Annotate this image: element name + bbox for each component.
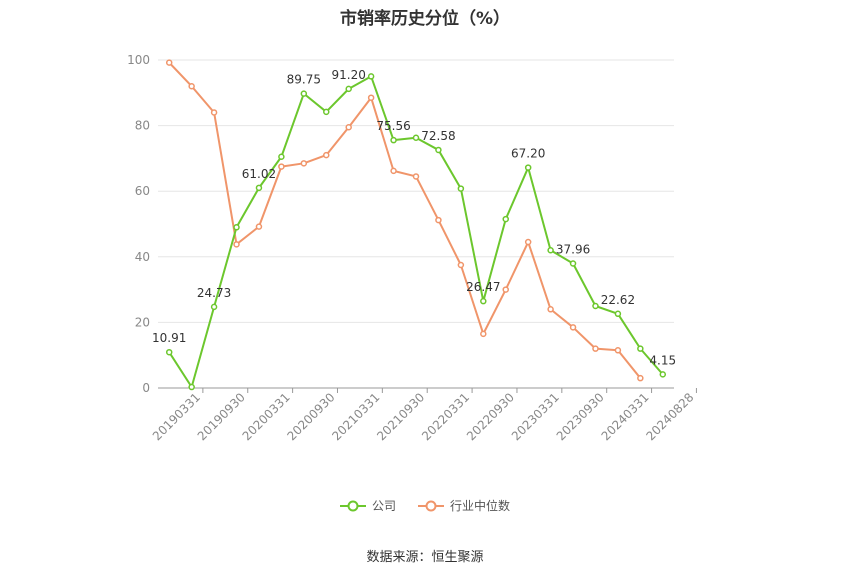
data-label: 61.02 <box>242 167 276 181</box>
data-point-industry-median <box>233 241 240 248</box>
x-tick-label: 20200331 <box>240 390 293 443</box>
data-label: 72.58 <box>421 129 455 143</box>
series-line-industry-median <box>168 61 642 379</box>
series-line-company <box>168 75 664 389</box>
data-point-industry-median <box>188 82 195 90</box>
data-point-industry-median <box>614 347 622 354</box>
data-point-company <box>524 164 532 171</box>
data-point-industry-median <box>300 160 308 167</box>
data-label: 67.20 <box>511 147 545 161</box>
data-label: 10.91 <box>152 331 186 345</box>
x-tick-label: 20220930 <box>464 390 517 443</box>
data-point-industry-median <box>255 223 263 230</box>
x-tick-label: 20230331 <box>509 390 562 443</box>
data-point-company <box>480 297 487 305</box>
data-point-industry-median <box>345 123 352 131</box>
y-tick-label: 80 <box>135 119 150 133</box>
data-point-industry-median <box>390 167 397 175</box>
data-point-company <box>278 153 285 161</box>
y-tick-label: 20 <box>135 315 150 329</box>
data-point-industry-median <box>637 374 644 382</box>
data-point-company <box>300 90 308 97</box>
data-point-company <box>367 73 375 80</box>
data-point-industry-median <box>323 151 330 159</box>
data-point-company <box>345 85 352 93</box>
data-source: 数据来源：恒生聚源 <box>366 550 484 565</box>
data-point-industry-median <box>210 109 218 116</box>
x-tick-label: 20200930 <box>285 390 338 443</box>
data-point-company <box>255 184 263 192</box>
legend-label-company: 公司 <box>371 499 396 513</box>
data-point-company <box>188 383 195 391</box>
chart-title: 市销率历史分位（%） <box>339 9 511 29</box>
data-point-company <box>323 108 330 116</box>
data-label: 26.47 <box>466 280 500 294</box>
data-point-company <box>659 371 667 378</box>
data-point-company <box>569 260 577 267</box>
data-label: 22.62 <box>601 293 635 307</box>
x-tick-label: 20240331 <box>599 390 652 443</box>
data-label: 24.73 <box>197 286 231 300</box>
data-label: 91.20 <box>332 68 366 82</box>
legend: 公司 行业中位数 <box>0 497 850 514</box>
x-tick-label: 20210331 <box>329 390 382 443</box>
data-point-industry-median <box>480 330 487 338</box>
data-point-industry-median <box>278 163 285 170</box>
data-point-industry-median <box>524 238 532 246</box>
data-point-company <box>547 246 554 254</box>
data-point-industry-median <box>367 94 375 101</box>
legend-marker-company <box>339 500 366 511</box>
y-tick-label: 100 <box>127 53 150 67</box>
data-point-industry-median <box>502 286 509 293</box>
legend-label-industry-median: 行业中位数 <box>450 499 511 513</box>
data-point-company <box>457 185 465 192</box>
legend-marker-industry-median <box>418 500 444 511</box>
data-point-company <box>614 310 622 318</box>
y-tick-label: 0 <box>142 381 150 395</box>
data-point-industry-median <box>435 216 442 224</box>
x-tick-label: 20190331 <box>150 390 203 443</box>
data-label: 75.56 <box>376 119 410 133</box>
data-point-industry-median <box>547 306 554 313</box>
data-point-company <box>412 134 420 141</box>
data-point-company <box>210 303 218 311</box>
data-point-industry-median <box>592 345 599 352</box>
data-point-company <box>592 302 599 310</box>
x-tick-label: 20240828 <box>643 390 696 443</box>
x-tick-label: 20190930 <box>195 390 248 443</box>
data-label: 4.15 <box>649 353 676 367</box>
y-tick-label: 40 <box>135 250 150 264</box>
data-point-company <box>165 348 173 356</box>
data-label: 37.96 <box>556 242 590 256</box>
data-point-company <box>435 146 442 154</box>
data-label: 89.75 <box>287 73 321 87</box>
data-point-industry-median <box>165 59 173 66</box>
y-tick-label: 60 <box>135 184 150 198</box>
data-point-company <box>637 345 644 352</box>
x-tick-label: 20230930 <box>554 390 607 443</box>
x-tick-label: 20210930 <box>374 390 427 443</box>
x-tick-label: 20220331 <box>419 390 472 443</box>
data-point-company <box>233 224 240 231</box>
data-point-company <box>502 215 509 223</box>
legend-item-industry-median[interactable]: 行业中位数 <box>418 497 510 514</box>
data-point-industry-median <box>412 173 420 180</box>
data-point-industry-median <box>569 324 577 331</box>
legend-item-company[interactable]: 公司 <box>339 497 396 514</box>
data-point-industry-median <box>457 261 465 269</box>
data-point-company <box>390 136 397 144</box>
